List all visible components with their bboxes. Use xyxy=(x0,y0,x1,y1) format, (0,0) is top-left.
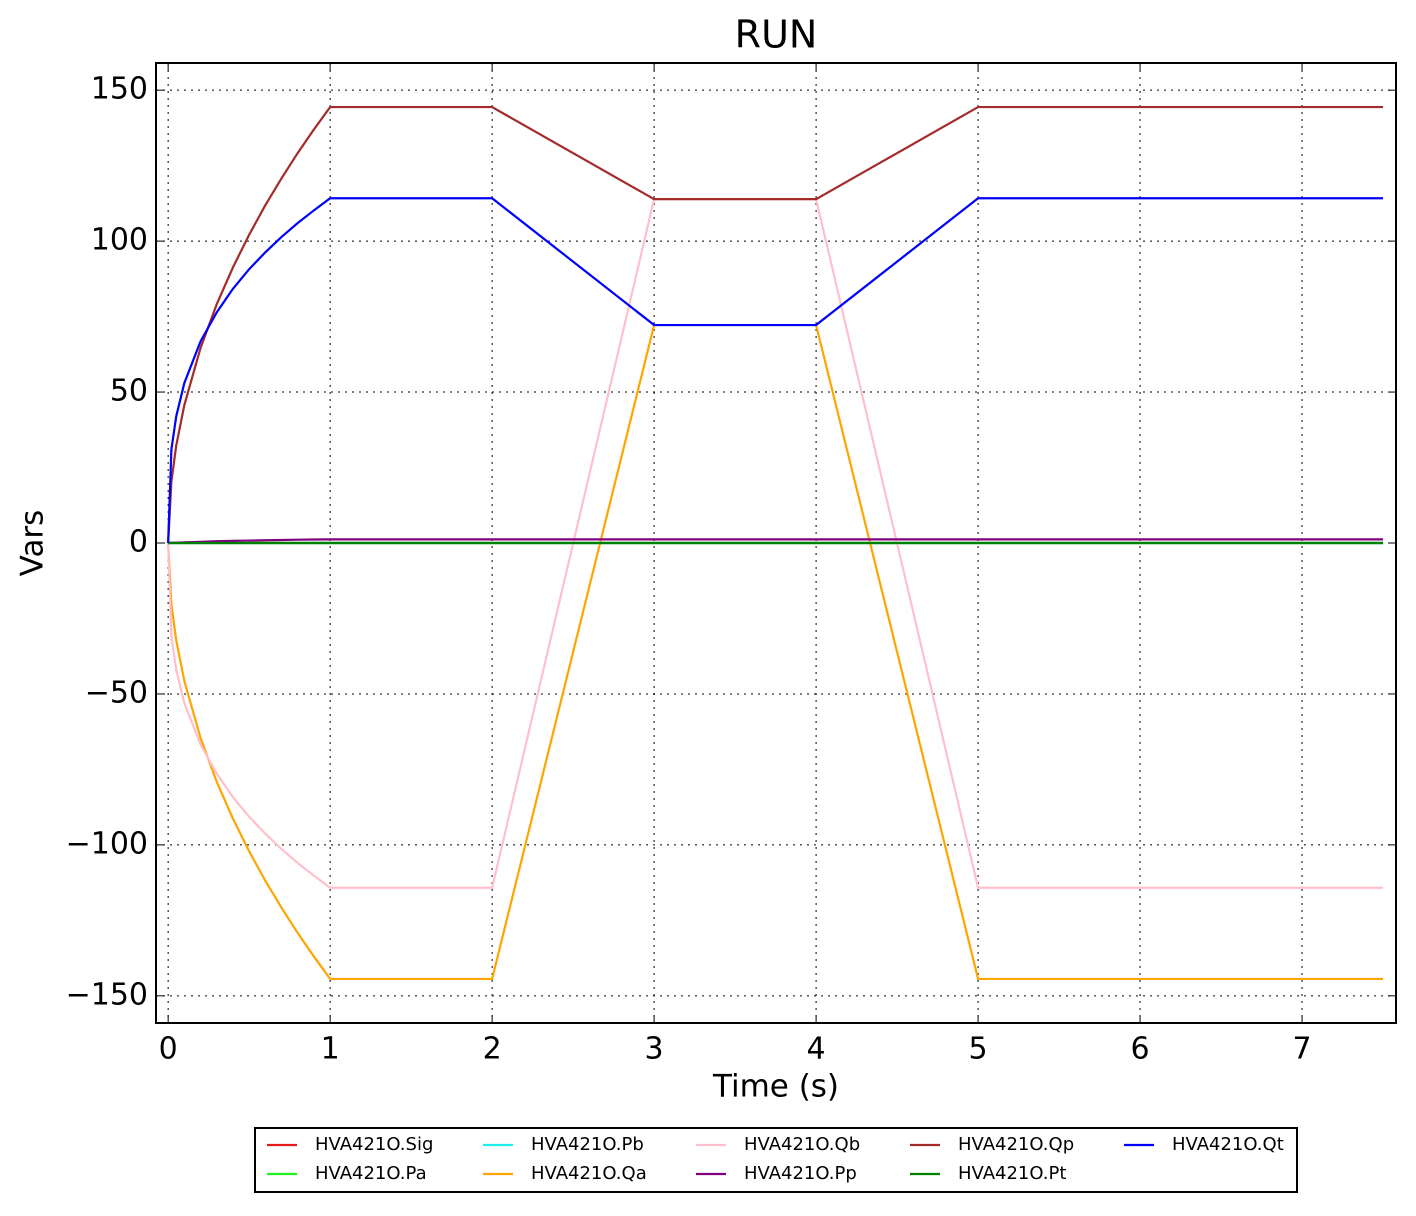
x-tick-label: 4 xyxy=(807,1032,826,1067)
plot-frame xyxy=(155,62,1397,1024)
y-tick-label: 150 xyxy=(91,72,148,107)
legend-label: HVA421O.Sig xyxy=(315,1134,433,1155)
y-tick-label: 50 xyxy=(110,374,148,409)
legend-label: HVA421O.Qa xyxy=(531,1163,647,1184)
x-axis-label: Time (s) xyxy=(712,1069,839,1105)
legend-label: HVA421O.Qb xyxy=(744,1134,860,1155)
x-tick-label: 2 xyxy=(483,1032,502,1067)
y-tick-label: −150 xyxy=(66,977,148,1012)
legend-label: HVA421O.Qp xyxy=(958,1134,1074,1155)
y-tick-label: −50 xyxy=(85,675,148,710)
y-tick-label: 0 xyxy=(129,525,148,560)
legend-label: HVA421O.Pb xyxy=(531,1134,644,1155)
y-axis-label: Vars xyxy=(15,510,51,577)
x-tick-label: 6 xyxy=(1131,1032,1150,1067)
legend-label: HVA421O.Pt xyxy=(958,1163,1066,1184)
x-tick-label: 5 xyxy=(969,1032,988,1067)
legend-label: HVA421O.Pp xyxy=(744,1163,857,1184)
y-tick-label: 100 xyxy=(91,223,148,258)
series-line xyxy=(167,105,1384,544)
chart-title: RUN xyxy=(735,13,818,57)
x-tick-label: 3 xyxy=(645,1032,664,1067)
legend-label: HVA421O.Pa xyxy=(315,1163,427,1184)
x-tick-label: 7 xyxy=(1293,1032,1312,1067)
legend-label: HVA421O.Qt xyxy=(1172,1134,1284,1155)
legend-box xyxy=(254,1127,1298,1193)
y-tick-label: −100 xyxy=(66,826,148,861)
x-tick-label: 1 xyxy=(321,1032,340,1067)
series-line xyxy=(167,197,1384,544)
x-tick-label: 0 xyxy=(159,1032,178,1067)
series-line xyxy=(167,323,1384,981)
